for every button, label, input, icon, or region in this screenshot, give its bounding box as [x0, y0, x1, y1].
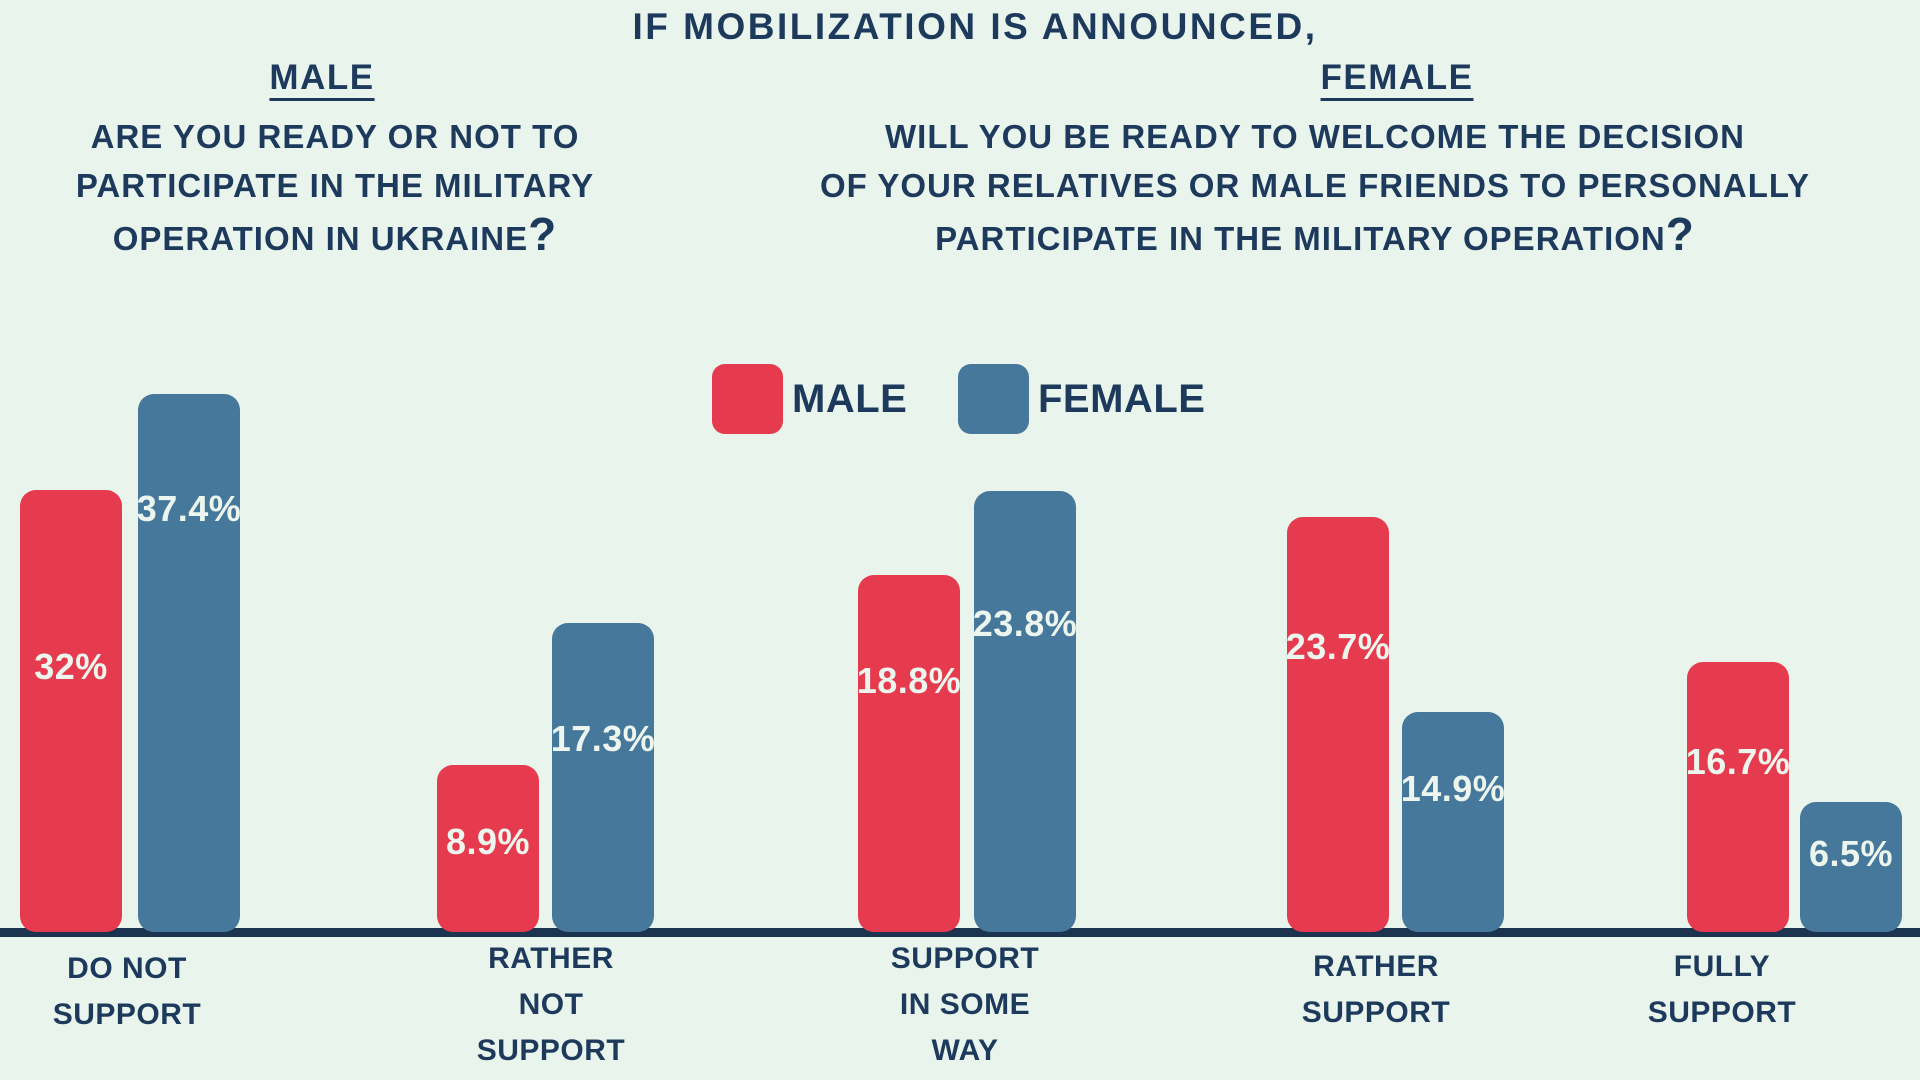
category-label-line: RATHER [1313, 950, 1439, 983]
category-label-line: SUPPORT [1647, 996, 1797, 1029]
category-label-support-in-some-way: SUPPORT IN SOME WAY [805, 936, 1125, 1074]
category-label-line: NOT [518, 988, 584, 1021]
male-question-line-2: PARTICIPATE IN THE MILITARY [75, 167, 595, 204]
category-label-line: IN SOME [899, 988, 1031, 1021]
value-label-male-rather-not-support: 8.9% [445, 821, 531, 862]
category-label-do-not-support: DO NOT SUPPORT [0, 946, 287, 1038]
category-label-rather-support: RATHER SUPPORT [1216, 944, 1536, 1036]
female-swatch-icon [958, 364, 1029, 434]
value-label-male-rather-support: 23.7% [1285, 626, 1391, 667]
legend-label-male: MALE [792, 376, 908, 421]
category-label-line: WAY [931, 1034, 999, 1067]
bar-male-rather-not-support: 8.9% [437, 765, 539, 932]
bar-male-fully-support: 16.7% [1686, 662, 1790, 932]
male-question-line-3: OPERATION IN UKRAINE? [112, 208, 558, 260]
female-question-line-3: PARTICIPATE IN THE MILITARY OPERATION? [935, 208, 1695, 260]
category-label-line: DO NOT [67, 952, 187, 985]
value-label-female-rather-support: 14.9% [1400, 768, 1506, 809]
male-swatch-icon [712, 364, 783, 434]
x-axis-line [0, 928, 1920, 937]
question-mark: ? [1665, 208, 1695, 260]
value-label-male-do-not-support: 32% [34, 646, 108, 687]
category-label-line: FULLY [1673, 950, 1771, 983]
value-label-female-do-not-support: 37.4% [136, 488, 242, 529]
legend-item-female: FEMALE [958, 364, 1205, 434]
female-question-line-2: OF YOUR RELATIVES OR MALE FRIENDS TO PER… [819, 167, 1811, 204]
value-label-male-support-in-some-way: 18.8% [856, 660, 962, 701]
bar-female-fully-support: 6.5% [1800, 802, 1902, 932]
bar-female-rather-not-support: 17.3% [551, 623, 655, 932]
category-label-line: RATHER [488, 942, 614, 975]
value-label-female-support-in-some-way: 23.8% [972, 603, 1078, 644]
male-question-line-1: ARE YOU READY OR NOT TO [90, 118, 580, 155]
category-label-line: SUPPORT [476, 1034, 626, 1067]
value-label-female-rather-not-support: 17.3% [550, 718, 656, 759]
category-label-line: SUPPORT [1301, 996, 1451, 1029]
page-title: IF MOBILIZATION IS ANNOUNCED, [632, 6, 1318, 47]
female-question: WILL YOU BE READY TO WELCOME THE DECISIO… [700, 112, 1920, 263]
category-label-fully-support: FULLY SUPPORT [1562, 944, 1882, 1036]
bar-female-do-not-support: 37.4% [137, 394, 241, 932]
female-question-line-1: WILL YOU BE READY TO WELCOME THE DECISIO… [885, 118, 1745, 155]
bar-female-rather-support: 14.9% [1401, 712, 1505, 932]
question-mark: ? [528, 208, 558, 260]
category-label-line: SUPPORT [52, 998, 202, 1031]
bar-male-rather-support: 23.7% [1286, 517, 1390, 932]
legend-label-female: FEMALE [1038, 376, 1206, 421]
value-label-male-fully-support: 16.7% [1685, 741, 1791, 782]
bar-male-do-not-support: 32% [20, 490, 122, 932]
bar-male-support-in-some-way: 18.8% [857, 575, 961, 932]
male-section-heading: MALE [269, 58, 375, 97]
legend-item-male: MALE [712, 364, 907, 434]
female-section-heading: FEMALE [1320, 58, 1474, 97]
category-label-line: SUPPORT [890, 942, 1040, 975]
category-label-rather-not-support: RATHER NOT SUPPORT [391, 936, 711, 1074]
value-label-female-fully-support: 6.5% [1808, 833, 1894, 874]
bar-female-support-in-some-way: 23.8% [973, 491, 1077, 932]
male-question: ARE YOU READY OR NOT TO PARTICIPATE IN T… [15, 112, 655, 263]
